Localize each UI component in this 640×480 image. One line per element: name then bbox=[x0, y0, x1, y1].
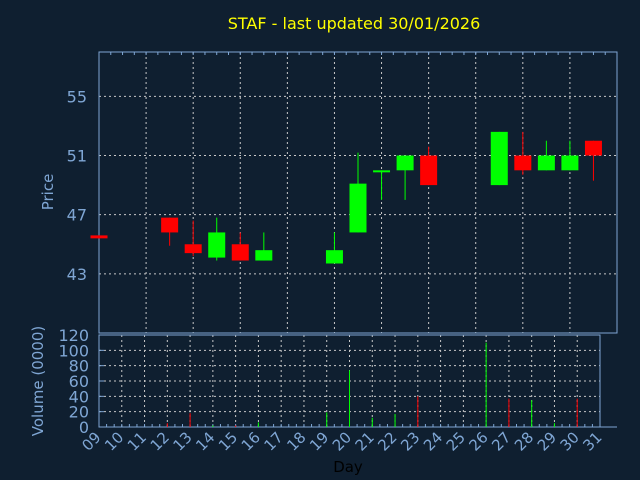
volume-axis-label: Volume (0000) bbox=[29, 326, 47, 436]
volume-tick-label: 80 bbox=[69, 357, 89, 376]
price-tick-label: 43 bbox=[67, 265, 87, 284]
volume-tick-label: 0 bbox=[79, 418, 89, 437]
candle-body bbox=[349, 183, 367, 233]
candle-body bbox=[184, 244, 202, 254]
candle-body bbox=[208, 232, 226, 258]
candle-body bbox=[584, 140, 602, 156]
volume-tick-label: 40 bbox=[69, 387, 89, 406]
volume-tick-label: 100 bbox=[58, 341, 89, 360]
volume-tick-label: 20 bbox=[69, 403, 89, 422]
price-tick-label: 55 bbox=[67, 87, 87, 106]
volume-tick-label: 60 bbox=[69, 372, 89, 391]
candle-body bbox=[396, 155, 414, 171]
volume-tick-label: 120 bbox=[58, 326, 89, 345]
x-axis-label: Day bbox=[333, 458, 363, 476]
candle-body bbox=[90, 235, 108, 239]
candle-body bbox=[514, 155, 532, 171]
candle-body bbox=[420, 155, 438, 186]
candle-body bbox=[561, 155, 579, 171]
price-tick-label: 51 bbox=[67, 147, 87, 166]
candle-body bbox=[537, 155, 555, 171]
price-tick-label: 47 bbox=[67, 206, 87, 225]
chart-title: STAF - last updated 30/01/2026 bbox=[227, 14, 481, 33]
price-axis-label: Price bbox=[39, 174, 57, 211]
candle-body bbox=[490, 131, 508, 186]
candle-body bbox=[325, 250, 343, 264]
candle-body bbox=[161, 217, 179, 233]
day-tick-label: 31 bbox=[579, 428, 605, 454]
candle-body bbox=[255, 250, 273, 261]
candle-body bbox=[231, 244, 249, 261]
candle-body bbox=[373, 170, 391, 173]
